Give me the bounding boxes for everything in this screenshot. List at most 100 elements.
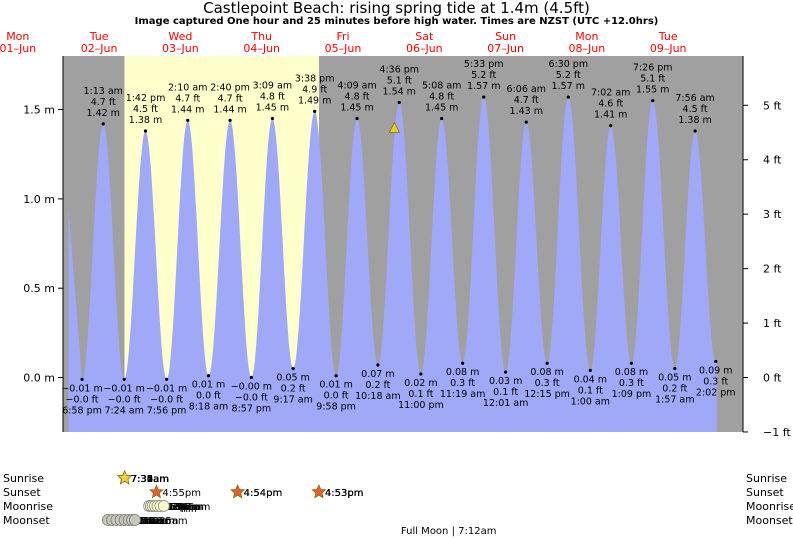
tide-point — [334, 374, 338, 378]
right-axis-tick-label: 5 ft — [763, 99, 782, 112]
tide-point — [440, 116, 444, 121]
low-tide-m: −0.01 m — [103, 383, 144, 394]
sunrise-row-label-left: Sunrise — [3, 472, 44, 485]
tide-point — [186, 118, 190, 122]
current-tide-marker — [388, 121, 400, 133]
high-tide-time: 5:33 pm — [464, 59, 504, 70]
tide-point — [270, 116, 274, 121]
high-tide-time: 6:06 am — [507, 84, 546, 95]
chart-subtitle: Image captured One hour and 25 minutes b… — [134, 16, 659, 27]
tide-point — [714, 359, 718, 364]
low-tide-ft: 0.3 ft — [450, 378, 475, 389]
low-tide-m: 0.05 m — [276, 373, 309, 384]
low-tide-time: 1:57 am — [655, 395, 694, 406]
left-axis-tick-label: 1.5 m — [23, 104, 55, 117]
moonrise-row-label-left: Moonrise — [3, 500, 53, 513]
moonrise-time: 3:16pm — [159, 502, 198, 513]
sunrise-row-label-right: Sunrise — [746, 472, 787, 485]
sunrise-time: 7:32am — [131, 474, 169, 485]
low-tide-ft: −0.0 ft — [108, 394, 141, 405]
day-name: Mon — [6, 30, 29, 43]
low-tide-ft: 0.1 ft — [578, 385, 603, 396]
moonset-time: 8:42am — [137, 516, 175, 527]
tide-point — [461, 361, 465, 365]
high-tide-m: 1.38 m — [129, 115, 162, 126]
day-date: 09–Jun — [650, 42, 687, 55]
low-tide-time: 1:09 pm — [612, 389, 652, 400]
day-date: 06–Jun — [406, 42, 443, 55]
high-tide-ft: 4.7 ft — [91, 97, 116, 108]
high-tide-m: 1.43 m — [510, 106, 543, 117]
day-date: 01–Jun — [0, 42, 36, 55]
moonrise-time: 4:29pm — [163, 502, 202, 513]
moonset-icon — [129, 514, 141, 526]
low-tide-time: 7:56 pm — [147, 405, 187, 416]
tide-point — [397, 100, 401, 105]
high-tide-m: 1.45 m — [425, 103, 458, 114]
sunset-row-label-right: Sunset — [746, 486, 784, 499]
high-tide-ft: 4.6 ft — [598, 99, 623, 110]
tide-point — [206, 374, 211, 378]
low-tide-m: 0.04 m — [574, 374, 607, 385]
high-tide-ft: 4.9 ft — [302, 84, 327, 95]
moonrise-time: 6:07pm — [168, 502, 207, 513]
low-tide-m: −0.00 m — [231, 382, 272, 393]
moonset-time: 7:33am — [133, 516, 171, 527]
low-tide-m: 0.08 m — [615, 367, 648, 378]
day-name: Tue — [658, 30, 678, 43]
tide-point — [249, 375, 253, 380]
day-date: 02–Jun — [81, 42, 118, 55]
low-tide-m: 0.09 m — [699, 365, 732, 376]
high-tide-ft: 4.7 ft — [514, 95, 539, 106]
low-tide-ft: 0.3 ft — [619, 378, 644, 389]
moonset-time: 9:43am — [140, 516, 178, 527]
day-name: Sat — [415, 30, 434, 43]
tide-point — [122, 377, 126, 381]
high-tide-ft: 4.5 ft — [133, 104, 158, 115]
tide-point — [504, 370, 508, 374]
low-tide-m: 0.05 m — [658, 373, 691, 384]
day-name: Tue — [89, 30, 109, 43]
low-tide-ft: 0.2 ft — [662, 384, 687, 395]
low-tide-m: −0.01 m — [146, 383, 187, 394]
high-tide-time: 3:09 am — [253, 81, 292, 92]
low-tide-m: 0.01 m — [319, 380, 352, 391]
sunset-icon — [230, 484, 246, 499]
day-date: 08–Jun — [569, 42, 606, 55]
tide-point — [629, 361, 634, 365]
low-tide-time: 2:02 pm — [696, 387, 736, 398]
sunset-time: 4:54pm — [244, 488, 283, 499]
high-tide-ft: 4.8 ft — [345, 92, 370, 103]
high-tide-m: 1.38 m — [678, 115, 711, 126]
right-axis-tick-label: 1 ft — [763, 317, 782, 330]
sunset-time: 4:53pm — [325, 488, 364, 499]
sunrise-time: 7:30am — [131, 474, 169, 485]
low-tide-m: 0.07 m — [361, 369, 394, 380]
tide-point — [419, 372, 423, 376]
moonset-row-label-right: Moonset — [746, 514, 793, 527]
moonrise-time: 5:14pm — [165, 502, 204, 513]
sunset-time: 4:53pm — [325, 488, 364, 499]
high-tide-m: 1.45 m — [340, 103, 373, 114]
high-tide-m: 1.57 m — [552, 81, 585, 92]
day-name: Sun — [495, 30, 516, 43]
low-tide-time: 10:18 am — [355, 391, 400, 402]
moonrise-time: 2:46pm — [157, 502, 196, 513]
high-tide-time: 1:13 am — [84, 86, 123, 97]
low-tide-m: 0.03 m — [489, 376, 522, 387]
right-axis-tick-label: 0 ft — [763, 372, 782, 385]
sunset-time: 4:55pm — [162, 488, 201, 499]
moonrise-time: 7:06pm — [172, 502, 211, 513]
sunset-icon — [148, 484, 164, 499]
low-tide-time: 1:00 am — [571, 396, 610, 407]
high-tide-m: 1.57 m — [467, 81, 500, 92]
high-tide-m: 1.49 m — [298, 95, 331, 106]
sunset-time: 4:53pm — [325, 488, 364, 499]
high-tide-time: 1:42 pm — [126, 93, 166, 104]
tide-point — [545, 361, 549, 365]
low-tide-time: 8:18 am — [189, 402, 228, 413]
moonrise-icon — [157, 500, 170, 512]
high-tide-time: 7:26 pm — [633, 63, 673, 74]
low-tide-time: 7:24 am — [104, 405, 143, 416]
high-tide-time: 7:02 am — [591, 88, 630, 99]
